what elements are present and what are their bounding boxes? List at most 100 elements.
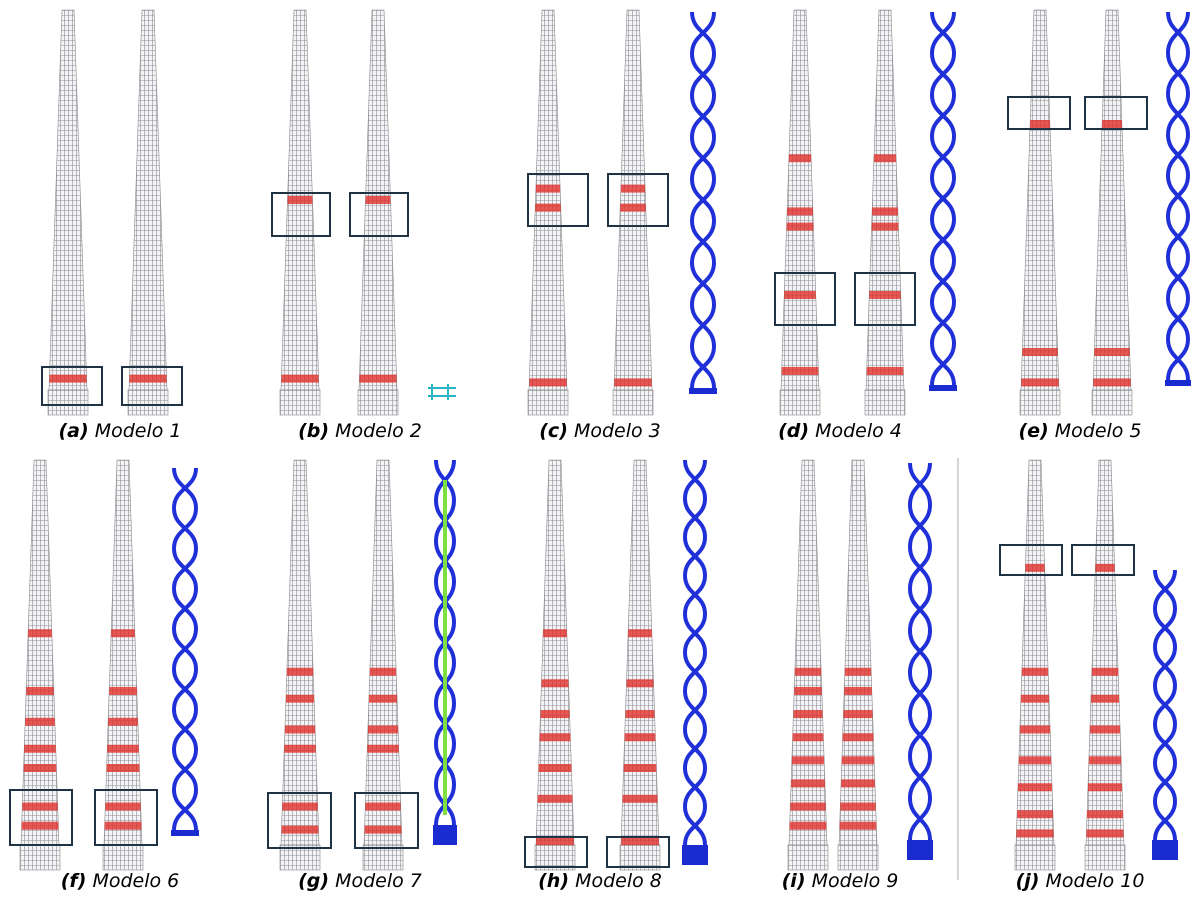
damage-zone (367, 745, 399, 753)
damage-zone (872, 207, 898, 215)
damage-zone (366, 196, 391, 204)
damage-zone (841, 779, 875, 787)
panel: (a) Modelo 1 (42, 10, 182, 442)
caption-letter: (f) (61, 870, 87, 892)
damage-zone (787, 207, 813, 215)
damage-zone (867, 367, 904, 375)
damage-zone (621, 185, 645, 193)
damage-zone (790, 803, 825, 811)
tower-base (280, 390, 320, 415)
damage-zone (845, 668, 871, 676)
panel: (c) Modelo 3 (528, 10, 717, 442)
tower-base (1020, 390, 1060, 415)
tower (21, 460, 59, 845)
caption-letter: (e) (1018, 420, 1048, 442)
tower-base (788, 845, 828, 870)
damage-zone (795, 668, 821, 676)
tower (1021, 10, 1059, 390)
tower-base (358, 390, 398, 415)
damage-zone (1093, 378, 1130, 386)
caption-letter: (d) (778, 420, 809, 442)
caption-text: Modelo 5 (1055, 420, 1142, 442)
caption-text: Modelo 6 (92, 870, 179, 892)
helix-base (1152, 840, 1178, 860)
caption-letter: (h) (538, 870, 569, 892)
helix-base (171, 830, 199, 836)
damage-zone (282, 826, 319, 834)
panel: (i) Modelo 9 (782, 460, 933, 892)
damage-zone (1090, 726, 1120, 734)
damage-zone (1020, 726, 1050, 734)
damage-zone (1102, 120, 1122, 128)
caption: (f) Modelo 6 (61, 870, 180, 892)
damage-zone (26, 687, 54, 695)
tower (49, 10, 87, 390)
damage-zone (49, 375, 86, 383)
damage-zone (529, 378, 566, 386)
damage-zone (1092, 668, 1118, 676)
damage-zone (1089, 756, 1121, 764)
damage-zone (365, 803, 400, 811)
damage-zone (541, 679, 568, 687)
damage-zone (793, 733, 824, 741)
damage-zone (105, 822, 142, 830)
panel: (b) Modelo 2 (272, 10, 456, 442)
damage-zone (1016, 829, 1053, 837)
caption: (c) Modelo 3 (539, 420, 661, 442)
damage-zone (1086, 829, 1123, 837)
damage-zone (843, 710, 872, 718)
damage-zone (543, 629, 567, 637)
tower-base (528, 390, 568, 415)
tower-base (865, 390, 905, 415)
damage-zone (790, 822, 827, 830)
caption-letter: (b) (298, 420, 329, 442)
damage-zone (874, 154, 896, 162)
tower-base (20, 845, 60, 870)
figure: (a) Modelo 1 (b) Modelo 2 (c) Modelo 3 (d) … (0, 0, 1200, 907)
caption-text: Modelo 1 (95, 420, 182, 442)
damage-zone (791, 779, 825, 787)
helix-base (682, 845, 708, 865)
damage-zone (784, 291, 816, 299)
damage-zone (25, 718, 55, 726)
damage-zone (288, 196, 313, 204)
panel: (h) Modelo 8 (525, 460, 708, 892)
damage-zone (623, 795, 658, 803)
helix-base (907, 840, 933, 860)
helix (685, 460, 705, 845)
panel: (d) Modelo 4 (775, 10, 957, 442)
damage-zone (872, 223, 899, 231)
damage-zone (621, 837, 659, 845)
damage-zone (1017, 810, 1053, 818)
caption-letter: (g) (298, 870, 329, 892)
damage-zone (625, 710, 654, 718)
damage-zone (535, 204, 561, 212)
damage-zone (792, 756, 824, 764)
panel: (e) Modelo 5 (1008, 10, 1191, 442)
damage-zone (536, 837, 574, 845)
caption: (h) Modelo 8 (538, 870, 662, 892)
tower (781, 10, 819, 390)
damage-zone (1021, 378, 1058, 386)
damage-zone (368, 726, 398, 734)
helix-base (689, 388, 717, 394)
caption: (d) Modelo 4 (778, 420, 902, 442)
damage-zone (284, 745, 316, 753)
damage-zone (109, 687, 137, 695)
caption-text: Modelo 3 (574, 420, 661, 442)
tower (129, 10, 167, 390)
damage-zone (365, 826, 402, 834)
damage-zone (1018, 783, 1052, 791)
caption-letter: (j) (1016, 870, 1040, 892)
tower (281, 460, 319, 845)
tower-base (838, 845, 878, 870)
damage-zone (1091, 695, 1119, 703)
damage-zone (107, 764, 140, 772)
damage-zone (540, 710, 569, 718)
tower (536, 460, 574, 845)
caption-letter: (c) (539, 420, 568, 442)
damage-zone (287, 668, 313, 676)
damage-zone (840, 803, 875, 811)
damage-zone (614, 378, 651, 386)
damage-zone (286, 695, 314, 703)
